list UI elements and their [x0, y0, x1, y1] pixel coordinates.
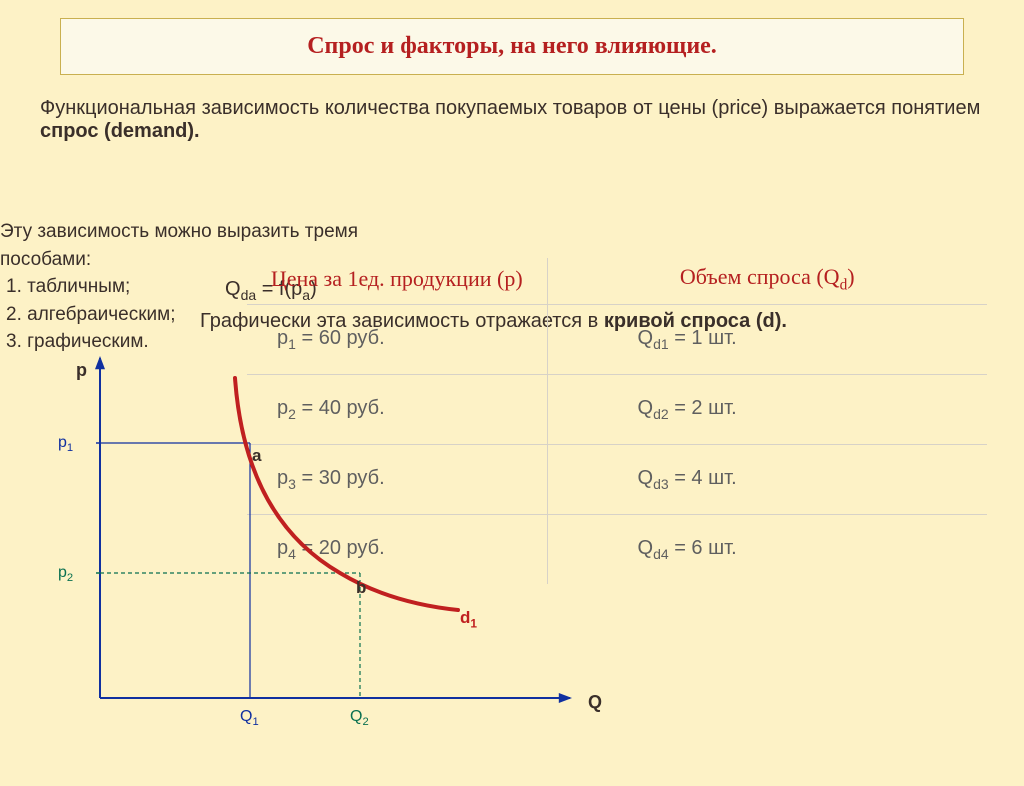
demand-chart: p Q p1 p2 Q1 Q2 a b d1: [40, 348, 600, 748]
chart-svg: [40, 348, 600, 748]
page-title: Спрос и факторы, на него влияющие.: [71, 33, 953, 60]
ways-header: Эту зависимость можно выразить тремя: [0, 218, 358, 246]
cell-quantity: Qd1 = 1 шт.: [547, 305, 987, 375]
cell-quantity: Qd4 = 6 шт.: [547, 515, 987, 585]
p1-label: p1: [58, 434, 73, 454]
d1-label: d1: [460, 608, 477, 630]
y-axis-label: p: [76, 360, 87, 381]
th-quantity: Объем спроса (Qd): [547, 258, 987, 305]
intro-prefix: Функциональная зависимость количества по…: [40, 97, 980, 119]
q1-label: Q1: [240, 708, 259, 728]
x-axis-label: Q: [588, 692, 602, 713]
point-a-label: a: [252, 446, 261, 466]
point-b-label: b: [356, 578, 366, 598]
intro-paragraph: Функциональная зависимость количества по…: [40, 97, 984, 143]
q2-label: Q2: [350, 708, 369, 728]
intro-bold: спрос (demand).: [40, 120, 200, 142]
p2-label: p2: [58, 564, 73, 584]
th-price: Цена за 1ед. продукции (p): [247, 258, 547, 305]
cell-quantity: Qd3 = 4 шт.: [547, 445, 987, 515]
title-box: Спрос и факторы, на него влияющие.: [60, 18, 964, 75]
cell-quantity: Qd2 = 2 шт.: [547, 375, 987, 445]
